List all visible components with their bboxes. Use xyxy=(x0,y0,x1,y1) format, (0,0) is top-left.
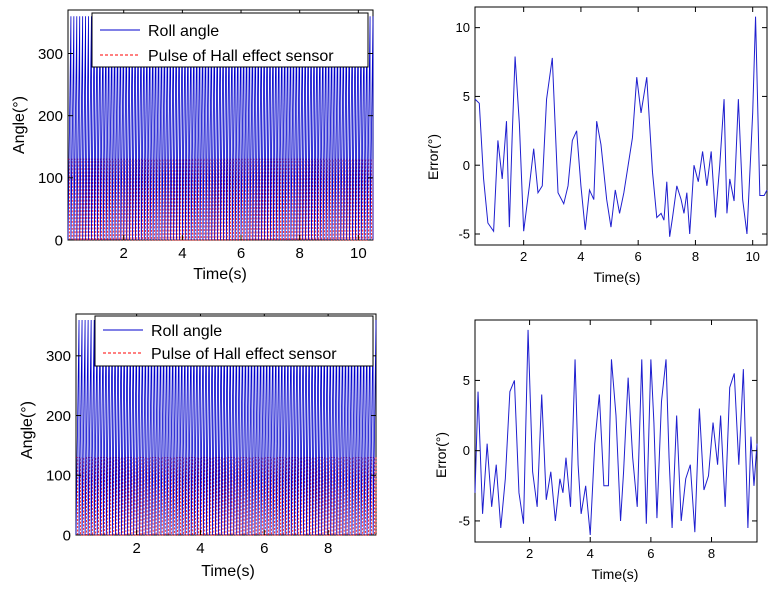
x-tick-label: 2 xyxy=(526,546,533,561)
y-tick-label: 300 xyxy=(46,348,71,365)
x-tick-label: 10 xyxy=(745,249,759,264)
legend-box xyxy=(91,12,369,68)
angle-chart-bottom: 2 4 6 8 0 100 200 300 Angle(°) Time(s) Roll ang… xyxy=(19,313,377,580)
y-tick-label: 0 xyxy=(63,527,71,544)
x-tick-label: 8 xyxy=(296,245,304,262)
x-tick-label: 10 xyxy=(350,245,367,262)
y-tick-label: -5 xyxy=(458,227,470,242)
x-tick-label: 4 xyxy=(577,249,584,264)
y-tick-label: 300 xyxy=(38,46,63,63)
x-axis-label: Time(s) xyxy=(201,563,255,580)
legend-box xyxy=(94,315,374,367)
x-tick-label: 4 xyxy=(178,245,186,262)
x-axis-label: Time(s) xyxy=(592,566,639,582)
x-tick-label: 2 xyxy=(132,540,140,557)
series-error xyxy=(474,16,768,237)
x-axis-label: Time(s) xyxy=(193,266,247,283)
y-tick-label: 10 xyxy=(456,20,470,35)
x-tick-label: 4 xyxy=(587,546,594,561)
x-tick-label: 8 xyxy=(324,540,332,557)
x-tick-label: 6 xyxy=(260,540,268,557)
y-tick-label: 0 xyxy=(463,158,470,173)
y-axis-label: Angle(°) xyxy=(19,401,36,459)
y-tick-label: 0 xyxy=(463,443,470,458)
y-tick-label: 0 xyxy=(55,232,63,249)
y-tick-label: 200 xyxy=(46,408,71,425)
y-tick-label: 5 xyxy=(463,373,470,388)
x-tick-label: 6 xyxy=(647,546,654,561)
series-hall-pulse xyxy=(76,456,377,536)
plot-area-frame xyxy=(474,319,758,543)
legend-label-hall: Pulse of Hall effect sensor xyxy=(151,346,337,363)
y-tick-label: 100 xyxy=(46,468,71,485)
legend-label-roll: Roll angle xyxy=(151,323,222,340)
y-axis-label: Error(°) xyxy=(425,134,441,180)
legend: Roll angle Pulse of Hall effect sensor xyxy=(94,315,374,367)
y-tick-label: 5 xyxy=(463,89,470,104)
y-tick-label: 200 xyxy=(38,108,63,125)
legend: Roll angle Pulse of Hall effect sensor xyxy=(91,12,369,68)
error-chart-bottom: 2 4 6 8 -5 0 5 Error(°) Time(s) xyxy=(433,319,758,582)
y-tick-label: -5 xyxy=(458,513,470,528)
x-tick-label: 8 xyxy=(708,546,715,561)
y-axis-label: Error(°) xyxy=(433,432,449,478)
x-tick-label: 6 xyxy=(635,249,642,264)
series-error xyxy=(474,329,758,536)
x-axis-label: Time(s) xyxy=(594,269,641,285)
x-tick-label: 6 xyxy=(237,245,245,262)
legend-label-hall: Pulse of Hall effect sensor xyxy=(148,48,334,65)
error-chart-top: 2 4 6 8 10 -5 0 5 10 Error(°) Time(s) xyxy=(425,6,768,285)
x-tick-label: 2 xyxy=(120,245,128,262)
y-axis-label: Angle(°) xyxy=(11,96,28,154)
x-tick-label: 4 xyxy=(196,540,204,557)
y-tick-label: 100 xyxy=(38,170,63,187)
legend-label-roll: Roll angle xyxy=(148,23,219,40)
plot-area-frame xyxy=(474,6,768,246)
x-tick-label: 2 xyxy=(520,249,527,264)
x-tick-label: 8 xyxy=(692,249,699,264)
